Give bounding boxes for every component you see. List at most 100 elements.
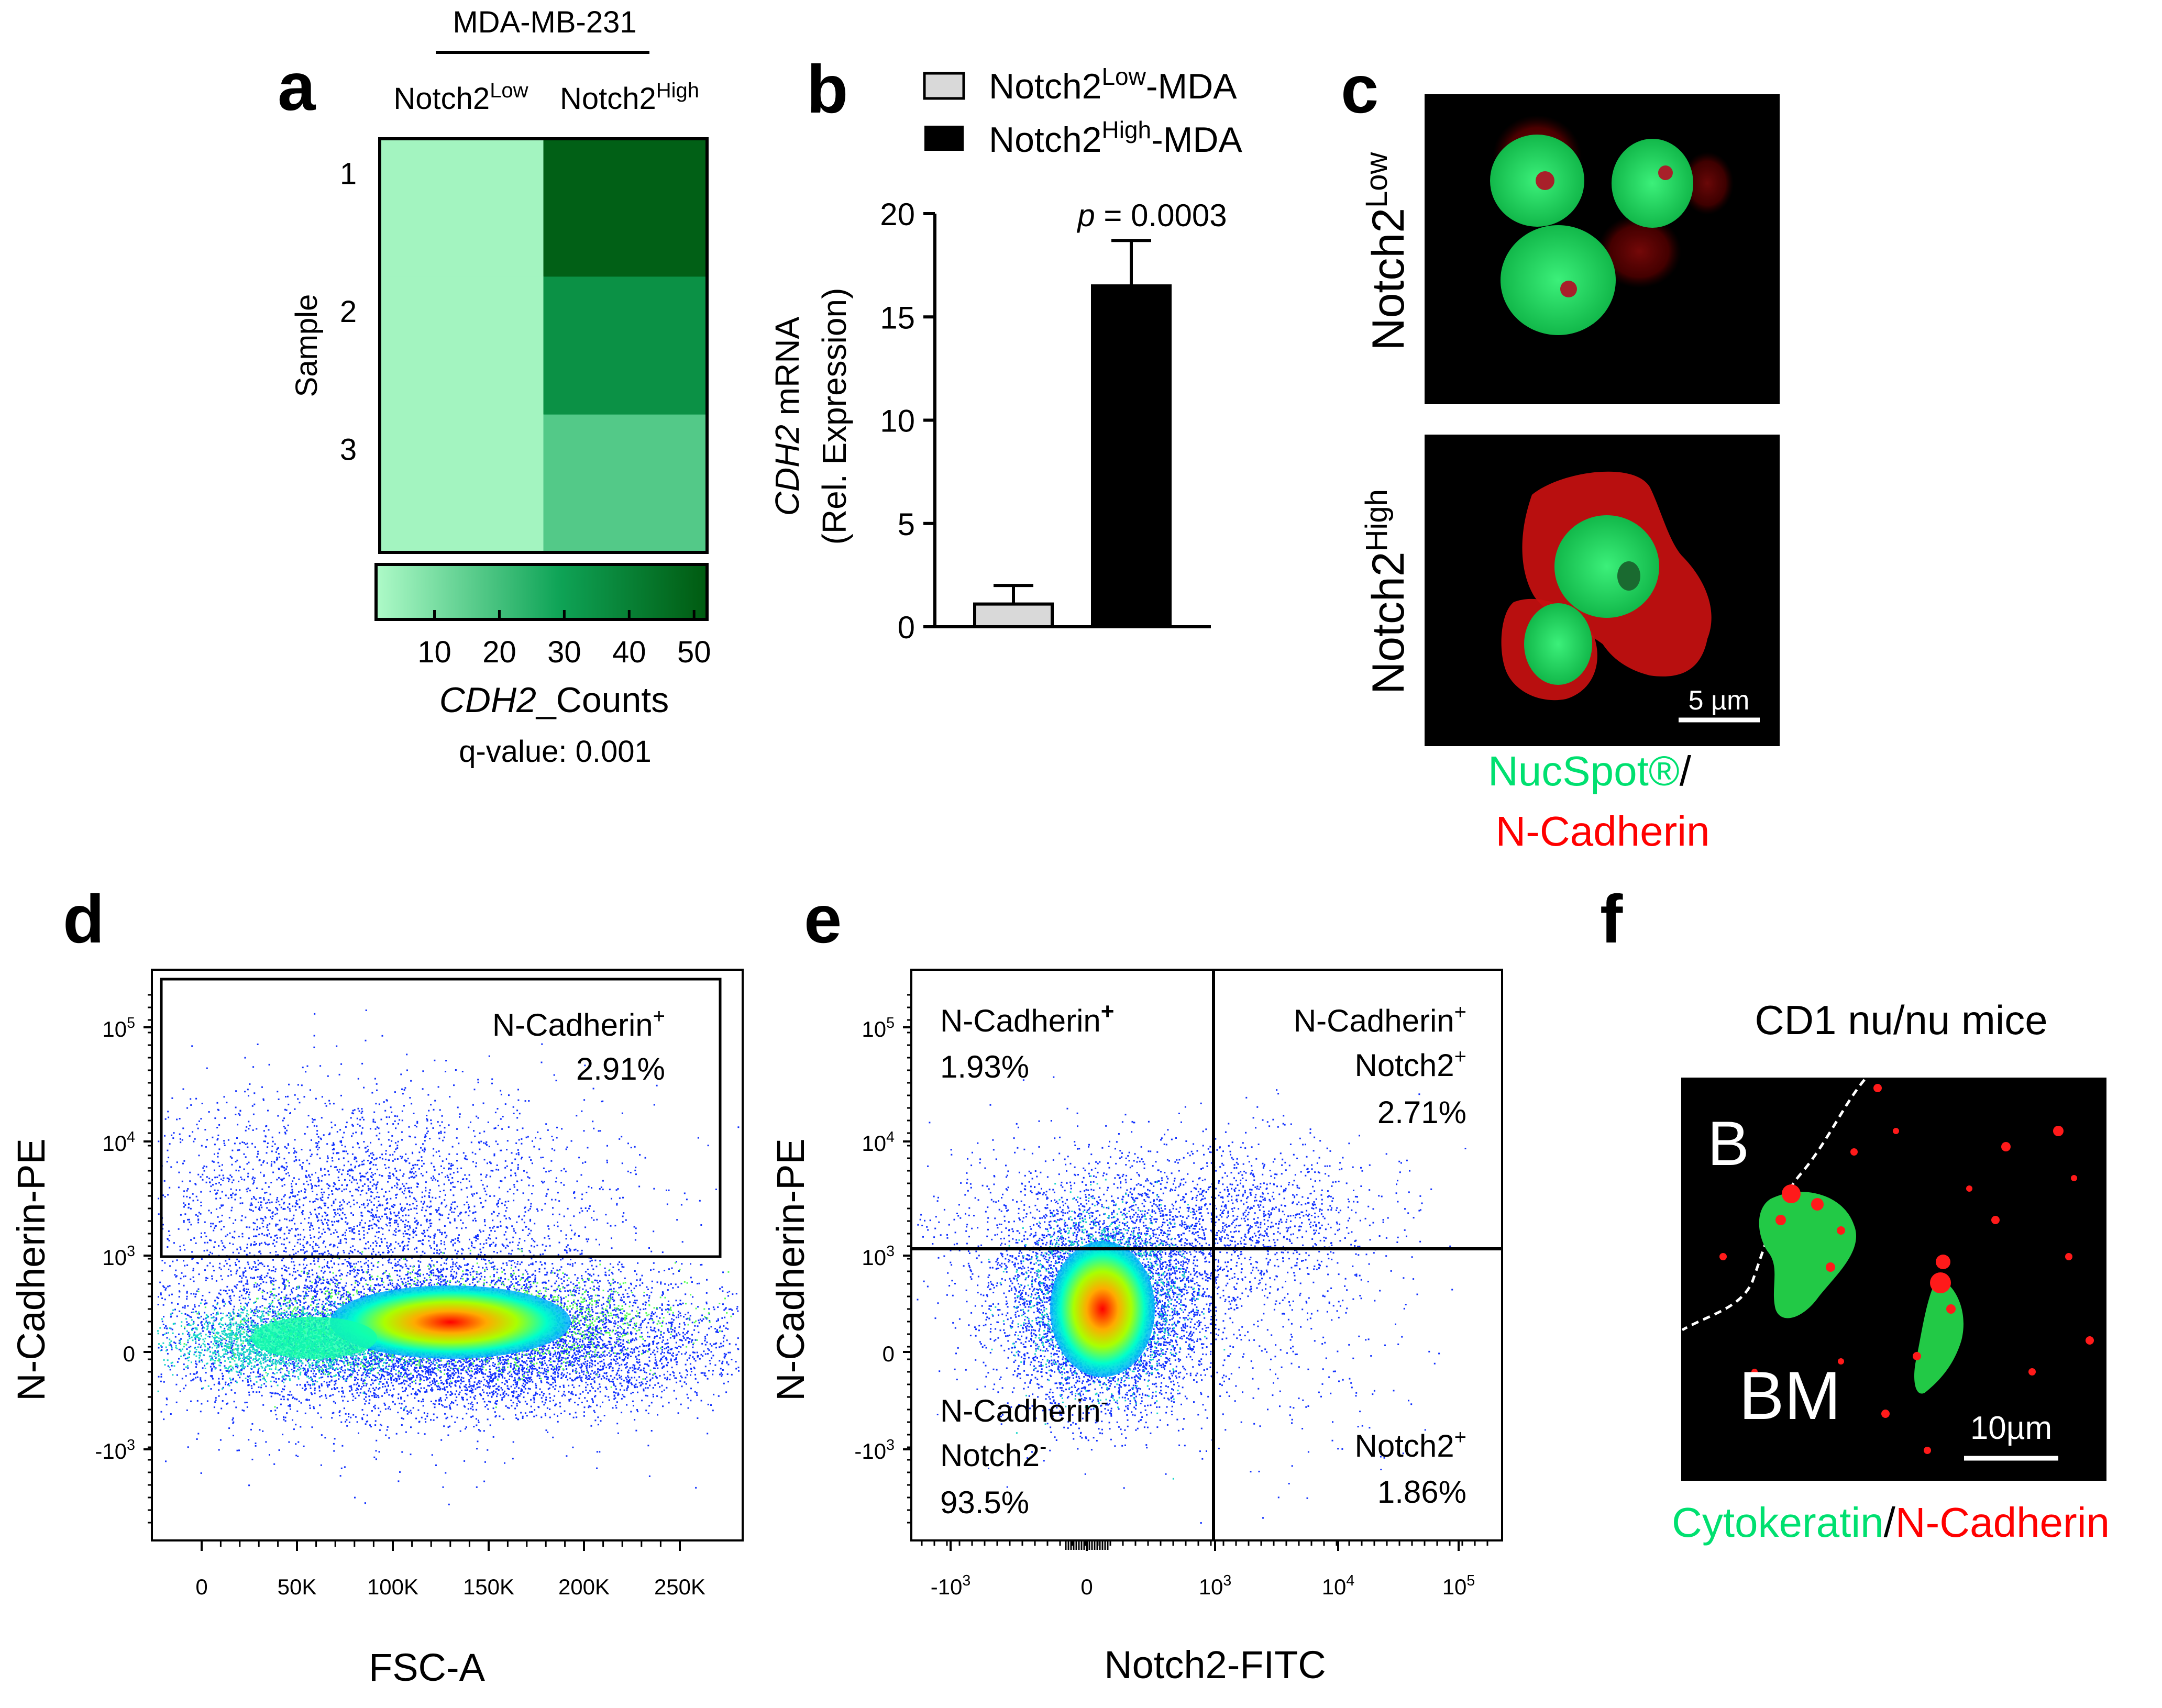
flow-ytick-label: 103 bbox=[862, 1243, 895, 1270]
flow-e-ul-label: N-Cadherin+ bbox=[940, 999, 1115, 1038]
flow-d-xticks: 0 50K 100K 150K 200K 250K bbox=[195, 1540, 705, 1599]
red-spot bbox=[1658, 165, 1673, 180]
flow-d-gate-pct: 2.91% bbox=[576, 1051, 665, 1086]
legend-label-high: Notch2High-MDA bbox=[989, 116, 1242, 160]
flow-e-density-core bbox=[1050, 1241, 1155, 1377]
ncad-punctum bbox=[2065, 1253, 2072, 1260]
flow-ytick-label: 0 bbox=[883, 1341, 895, 1366]
nucleus bbox=[1554, 515, 1659, 618]
flow-event-cloud bbox=[160, 1261, 699, 1505]
bar-ytick-label: 5 bbox=[898, 507, 915, 542]
heatmap-cell-r3-c2 bbox=[543, 414, 708, 553]
legend-label-low: Notch2Low-MDA bbox=[989, 63, 1237, 106]
flow-e-lr-pct: 1.86% bbox=[1377, 1474, 1466, 1510]
flow-d-density-core bbox=[251, 1317, 377, 1359]
panel-c-letter: c bbox=[1341, 51, 1378, 127]
heatmap-row-labels: 1 2 3 bbox=[340, 157, 357, 467]
panel-d: d N-Cadherin-PE 105 104 103 0 -103 0 50K 100K 1… bbox=[9, 881, 744, 1689]
flow-e-ll-pct: 93.5% bbox=[940, 1485, 1029, 1520]
bar-ytick-label: 15 bbox=[880, 300, 915, 335]
bar-ylabel-line2: (Rel. Expression) bbox=[815, 288, 853, 545]
tissue-label-b: B bbox=[1707, 1108, 1749, 1179]
flow-ytick-label: 103 bbox=[102, 1243, 135, 1270]
flow-xtick-label: 50K bbox=[278, 1574, 317, 1599]
panel-b-letter: b bbox=[807, 51, 848, 127]
ncad-punctum bbox=[1838, 1358, 1844, 1365]
red-haze bbox=[1597, 215, 1681, 288]
micrograph-notch2-high: 5 µm bbox=[1425, 435, 1780, 746]
heatmap-col-high: Notch2High bbox=[560, 79, 699, 116]
heatmap-col-low: Notch2Low bbox=[393, 79, 528, 116]
ncad-punctum bbox=[1893, 1128, 1899, 1134]
flow-xtick-label: 0 bbox=[195, 1574, 207, 1599]
bar-ylabel: CDH2 mRNA bbox=[768, 316, 806, 516]
panel-f-letter: f bbox=[1600, 881, 1623, 957]
heatmap-row-label: 1 bbox=[340, 157, 357, 191]
red-spot bbox=[1536, 171, 1554, 190]
ncad-punctum bbox=[1826, 1262, 1835, 1272]
flow-e-ur-label2: Notch2+ bbox=[1355, 1045, 1466, 1083]
tissue-title: CD1 nu/nu mice bbox=[1755, 997, 2047, 1043]
stain-label-c-red: N-Cadherin bbox=[1495, 808, 1709, 855]
flow-e-ur-pct: 2.71% bbox=[1377, 1095, 1466, 1130]
ncad-punctum bbox=[1719, 1253, 1727, 1260]
flow-ytick-label: 105 bbox=[862, 1015, 895, 1041]
legend-swatch-high bbox=[924, 126, 964, 151]
flow-xtick-label: 103 bbox=[1199, 1572, 1232, 1599]
micrograph-row-high: Notch2High bbox=[1360, 489, 1414, 694]
flow-d-gate-label: N-Cadherin+ bbox=[492, 1005, 665, 1042]
flow-e-xticks: -103 0 103 104 105 bbox=[921, 1540, 1488, 1599]
nucleus bbox=[1612, 139, 1693, 228]
panel-b: b Notch2Low-MDA Notch2High-MDA CDH2 mRNA… bbox=[768, 51, 1242, 645]
flow-ytick-label: -103 bbox=[95, 1437, 135, 1463]
ncad-punctum bbox=[1913, 1352, 1921, 1360]
flow-xtick-label: 0 bbox=[1080, 1574, 1093, 1599]
ncad-punctum bbox=[1850, 1148, 1858, 1156]
colorbar-ticks: 10 20 30 40 50 bbox=[417, 610, 711, 669]
panel-f: f CD1 nu/nu mice B BM 10µm Cytokeratin/N… bbox=[1600, 881, 2110, 1546]
flow-d-xlabel: FSC-A bbox=[369, 1646, 486, 1689]
flow-d-ylabel: N-Cadherin-PE bbox=[9, 1138, 53, 1401]
ncad-punctum bbox=[1991, 1216, 2000, 1224]
ncad-punctum bbox=[1775, 1215, 1786, 1225]
heatmap-frame bbox=[378, 137, 709, 554]
panel-a: a MDA-MB-231 Notch2Low Notch2High Sample… bbox=[278, 5, 711, 769]
heatmap-cell-r1-c2 bbox=[543, 139, 708, 277]
flow-d-gate bbox=[160, 978, 722, 1258]
bar-2 bbox=[1091, 284, 1172, 628]
flow-e-lr-label: Notch2+ bbox=[1355, 1426, 1466, 1463]
flow-xtick-label: 104 bbox=[1322, 1572, 1355, 1599]
bar-1 bbox=[973, 602, 1054, 628]
colorbar-tick-label: 10 bbox=[417, 635, 451, 669]
panel-e-letter: e bbox=[804, 881, 842, 957]
ncad-punctum bbox=[1930, 1272, 1951, 1293]
legend-swatch-low bbox=[923, 72, 965, 100]
flow-xtick-label: 150K bbox=[463, 1574, 514, 1599]
heatmap-xlabel: CDH2_Counts bbox=[439, 680, 669, 720]
ncad-punctum bbox=[1811, 1198, 1824, 1211]
flow-e-ul-pct: 1.93% bbox=[940, 1049, 1029, 1084]
flow-ytick-label: 104 bbox=[862, 1129, 895, 1156]
flow-ytick-label: 0 bbox=[123, 1341, 135, 1366]
micrograph-notch2-low bbox=[1425, 94, 1780, 404]
ncad-punctum bbox=[1936, 1255, 1950, 1269]
ncad-punctum bbox=[2053, 1126, 2064, 1136]
ncad-punctum bbox=[1881, 1410, 1890, 1418]
bar-pvalue: p = 0.0003 bbox=[1076, 198, 1227, 233]
panel-d-letter: d bbox=[63, 881, 104, 957]
stain-label-f: Cytokeratin/N-Cadherin bbox=[1672, 1499, 2110, 1546]
scale-bar-label-10um: 10µm bbox=[1970, 1410, 2052, 1446]
ncad-punctum bbox=[2071, 1175, 2077, 1181]
ncad-punctum bbox=[1782, 1184, 1801, 1203]
flow-e-ll-label2: Notch2- bbox=[940, 1435, 1046, 1473]
red-haze bbox=[1681, 152, 1734, 215]
flow-xtick-label: 100K bbox=[367, 1574, 418, 1599]
ncad-punctum bbox=[1946, 1304, 1956, 1314]
stain-label-c: NucSpot®/ bbox=[1488, 748, 1692, 794]
heatmap-cell-r1-c1 bbox=[380, 139, 544, 277]
flow-e-xlabel: Notch2-FITC bbox=[1104, 1643, 1326, 1687]
ncad-punctum bbox=[1751, 1369, 1758, 1375]
colorbar-tick-label: 30 bbox=[547, 635, 581, 669]
